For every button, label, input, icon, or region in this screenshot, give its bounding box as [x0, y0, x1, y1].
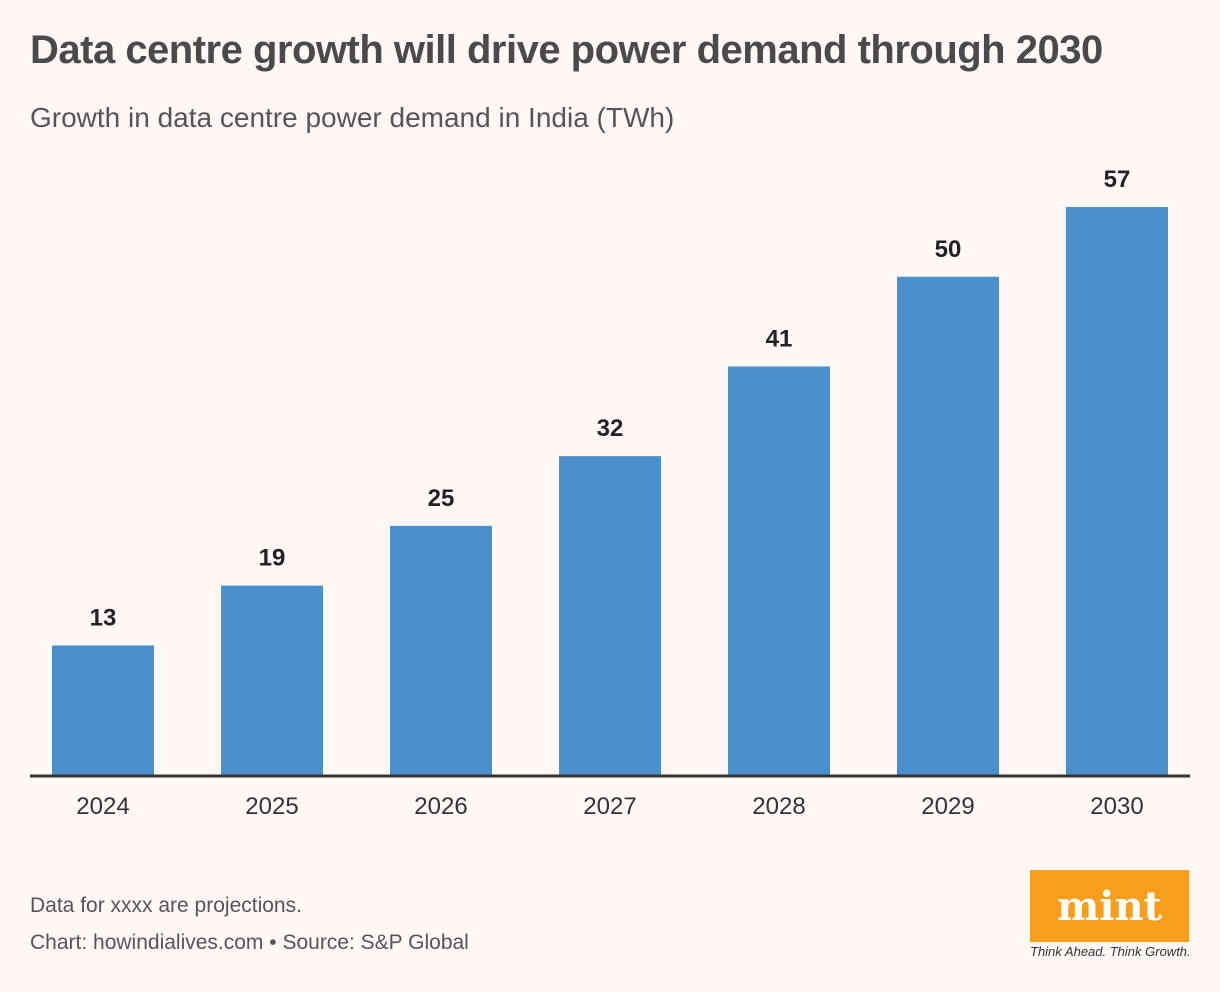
x-tick-2026: 2026 — [414, 793, 467, 820]
data-label-2028: 41 — [766, 325, 793, 352]
bar-2029 — [897, 276, 999, 775]
bar-2024 — [52, 645, 154, 775]
x-tick-2025: 2025 — [245, 793, 298, 820]
x-tick-2029: 2029 — [921, 793, 974, 820]
logo-tagline: Think Ahead. Think Growth. — [1030, 944, 1191, 959]
x-tick-2030: 2030 — [1090, 793, 1143, 820]
data-label-2029: 50 — [935, 236, 962, 263]
data-label-2030: 57 — [1104, 166, 1131, 193]
projection-note: Data for xxxx are projections. — [30, 894, 302, 917]
bar-2027 — [559, 456, 661, 775]
x-tick-2027: 2027 — [583, 793, 636, 820]
source-credit: Chart: howindialives.com • Source: S&P G… — [30, 931, 469, 954]
mint-logo: mint — [1030, 870, 1189, 942]
bar-2030 — [1066, 207, 1168, 775]
bar-2026 — [390, 525, 492, 775]
x-tick-2024: 2024 — [76, 793, 129, 820]
bar-2028 — [728, 366, 830, 775]
data-label-2024: 13 — [90, 604, 117, 631]
data-label-2027: 32 — [597, 415, 624, 442]
chart-subtitle: Growth in data centre power demand in In… — [30, 102, 675, 133]
logo-text: mint — [1056, 882, 1163, 930]
bar-2025 — [221, 585, 323, 775]
x-tick-2028: 2028 — [752, 793, 805, 820]
data-label-2026: 25 — [428, 485, 455, 512]
chart-title: Data centre growth will drive power dema… — [30, 28, 1103, 72]
data-label-2025: 19 — [259, 545, 286, 572]
